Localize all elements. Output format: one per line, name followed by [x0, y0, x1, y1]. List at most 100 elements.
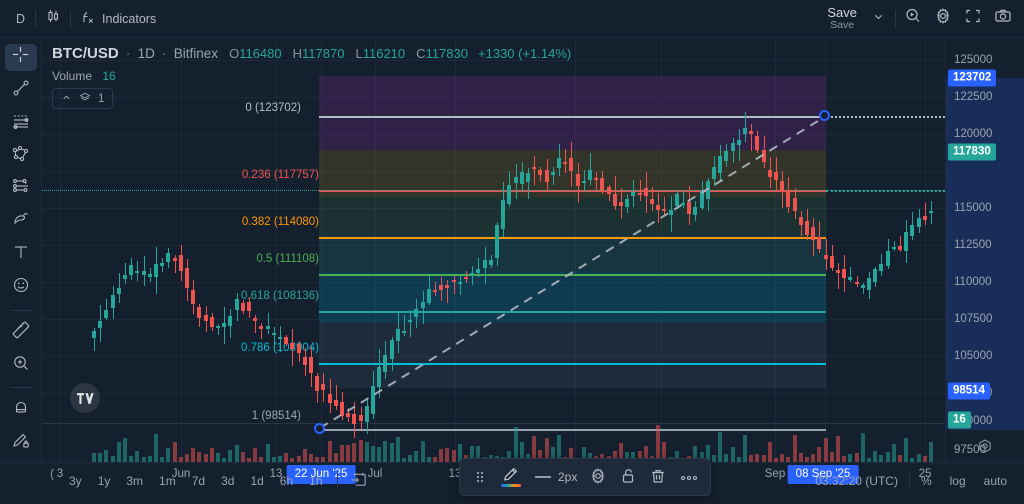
timeframe-1d[interactable]: 1d [250, 474, 264, 488]
candle-body [160, 262, 165, 266]
interval-button[interactable]: D [8, 5, 33, 33]
timeframe-1y[interactable]: 1y [97, 474, 111, 488]
fib-handle-top[interactable] [819, 110, 830, 121]
pattern-tool[interactable] [5, 143, 37, 170]
candle-body [482, 259, 487, 269]
fib-label-0236: 0.236 (117757) [241, 169, 319, 181]
zoom-in-tool[interactable] [5, 352, 37, 379]
candle-body [910, 225, 915, 236]
drawing-settings-button[interactable] [584, 463, 612, 491]
candle-body [649, 198, 655, 205]
top-toolbar: D Indicators Save Save [0, 0, 1024, 38]
unlock-icon [619, 467, 637, 488]
more-options-button[interactable] [674, 463, 704, 491]
candle-body [606, 187, 611, 195]
drag-handle-icon[interactable] [466, 463, 494, 491]
indicator-group-badge[interactable]: 1 [52, 88, 114, 109]
pencil-color-button[interactable] [496, 463, 526, 491]
line-width-button[interactable]: 2px [528, 463, 582, 491]
chart-type-button[interactable] [38, 5, 68, 33]
candle-wick [106, 299, 108, 321]
snapshot-button[interactable] [988, 5, 1018, 33]
candle-body [470, 273, 475, 276]
indicators-button[interactable]: Indicators [73, 5, 164, 33]
candle-body [98, 321, 103, 329]
timeframe-7d[interactable]: 7d [191, 474, 206, 488]
timeframe-1h[interactable]: 1h [309, 474, 323, 488]
candle-body [296, 344, 301, 354]
last-price-line [42, 190, 945, 191]
log-scale-button[interactable]: log [949, 474, 966, 488]
candle-body [773, 172, 779, 180]
candle-body [538, 170, 543, 175]
trend-line-drawing[interactable] [314, 110, 834, 435]
pencil-icon [502, 465, 520, 486]
volume-bar [829, 451, 834, 462]
cursor-crosshair-tool[interactable] [4, 44, 37, 71]
price-axis[interactable]: 125000 122500 120000 117500 115000 11250… [945, 38, 1024, 462]
timeframe-1m[interactable]: 1m [159, 474, 176, 488]
fib-handle-bottom[interactable] [314, 423, 325, 434]
delete-drawing-button[interactable] [644, 463, 672, 491]
magnet-icon [11, 397, 31, 422]
candle-wick [478, 258, 480, 277]
grid-line [575, 38, 576, 462]
price-axis-settings-button[interactable] [976, 438, 994, 456]
fullscreen-button[interactable] [958, 5, 988, 33]
timeframe-3y[interactable]: 3y [69, 474, 82, 488]
volume-bar [761, 454, 766, 462]
candle-body [339, 402, 345, 416]
chevron-up-icon[interactable] [61, 92, 72, 106]
timeframe-3m[interactable]: 3m [126, 474, 144, 488]
candle-wick [825, 238, 827, 271]
volume-bar [873, 450, 878, 462]
volume-bar [191, 448, 196, 462]
magnet-tool[interactable] [5, 396, 37, 423]
price-tick: 125000 [954, 54, 993, 66]
time-tick: 25 [918, 468, 932, 480]
save-button[interactable]: Save Save [821, 4, 863, 34]
candle-wick [683, 190, 684, 208]
candle-body [693, 207, 698, 215]
chart-settings-button[interactable] [928, 5, 958, 33]
horizontal-lines-tool[interactable] [5, 110, 37, 137]
candle-body [885, 251, 890, 267]
percent-scale-button[interactable]: % [920, 474, 932, 488]
fib-line-1 [319, 429, 826, 431]
timeframe-3d[interactable]: 3d [221, 474, 235, 488]
time-tick: 13 [269, 468, 283, 480]
drawing-object-toolbar: 2px [459, 458, 712, 496]
drawing-lock-tool[interactable] [5, 429, 37, 456]
auto-scale-button[interactable]: auto [983, 474, 1007, 488]
save-menu-button[interactable] [863, 5, 893, 33]
candle-body [736, 139, 741, 145]
chart-canvas[interactable]: 0 (123702) 0.236 (117757) 0.382 (114080)… [42, 38, 945, 462]
measure-tool[interactable] [5, 319, 37, 346]
candle-body [848, 277, 853, 280]
replay-button[interactable] [898, 5, 928, 33]
text-tool[interactable] [5, 241, 37, 268]
candle-body [749, 131, 754, 134]
trend-line-tool[interactable] [5, 77, 37, 104]
volume-bar [91, 452, 97, 462]
indicators-label: Indicators [102, 11, 157, 26]
trend-line-icon [11, 78, 31, 103]
symbol-title-row[interactable]: BTC/USD · 1D · Bitfinex O116480 H117870 … [52, 44, 571, 64]
toolbar-divider [9, 387, 32, 389]
candle-body [730, 142, 735, 151]
prediction-tool[interactable] [5, 175, 37, 202]
volume-bar [401, 457, 407, 462]
brush-tool[interactable] [5, 208, 37, 235]
emoji-tool[interactable] [5, 274, 37, 301]
collapse-left-icon[interactable] [46, 468, 57, 484]
candle-wick [565, 149, 567, 173]
volume-legend[interactable]: Volume 16 [52, 69, 571, 83]
timeframe-6h[interactable]: 6h [279, 474, 294, 488]
goto-date-button[interactable] [345, 470, 372, 492]
volume-bar [519, 442, 524, 462]
lock-drawing-button[interactable] [614, 463, 642, 491]
symbol-name[interactable]: BTC/USD [52, 45, 119, 62]
candle-body [817, 237, 822, 249]
candle-body [234, 298, 239, 311]
volume-bar [104, 449, 109, 462]
